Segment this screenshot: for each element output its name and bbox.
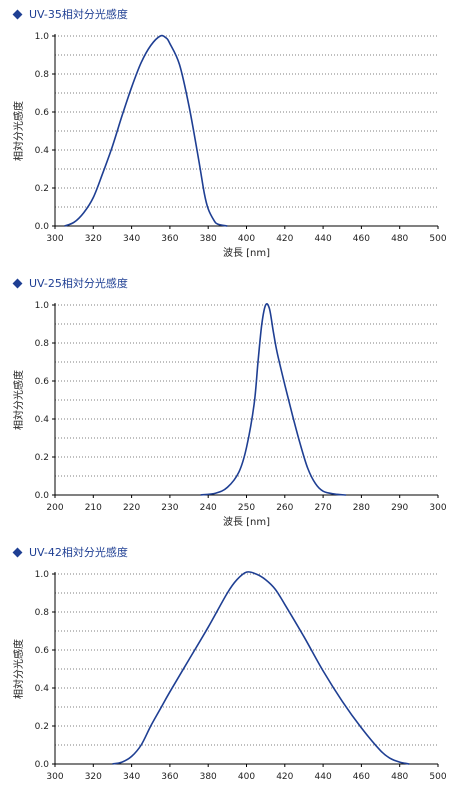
y-tick-label: 1.0 — [35, 301, 50, 311]
x-tick-label: 300 — [46, 772, 63, 782]
x-tick-label: 360 — [161, 234, 178, 244]
x-tick-label: 210 — [85, 503, 102, 513]
y-tick-label: 0.4 — [35, 684, 50, 694]
series-line — [200, 303, 347, 496]
x-tick-label: 300 — [46, 234, 63, 244]
x-tick-label: 500 — [429, 234, 446, 244]
x-tick-label: 500 — [429, 772, 446, 782]
x-tick-label: 250 — [238, 503, 255, 513]
chart-uv35: 0.0 0.2 0.4 0.6 0.8 1.0 300 320 340 360 380 400 420 4… — [12, 32, 447, 259]
series-line — [112, 571, 410, 765]
x-tick-label: 480 — [391, 772, 408, 782]
x-tick-label: 420 — [276, 234, 293, 244]
y-tick-label: 0.8 — [35, 70, 50, 80]
panel-title: UV-42相対分光感度 — [12, 544, 128, 560]
y-tick-label: 0.2 — [35, 722, 49, 732]
x-tick-label: 420 — [276, 772, 293, 782]
x-tick-label: 360 — [161, 772, 178, 782]
panel-title: UV-25相対分光感度 — [12, 275, 128, 291]
x-axis-label: 波長 [nm] — [223, 515, 270, 528]
x-tick-label: 230 — [161, 503, 178, 513]
y-tick-label: 1.0 — [35, 570, 50, 580]
y-tick-label: 0.6 — [35, 108, 50, 118]
y-axis-label: 相対分光感度 — [12, 370, 25, 430]
chart-title: UV-25相対分光感度 — [29, 277, 128, 290]
y-tick-label: 0.6 — [35, 377, 50, 387]
y-axis-label: 相対分光感度 — [12, 639, 25, 699]
y-tick-label: 0.0 — [35, 222, 50, 232]
y-tick-label: 0.2 — [35, 453, 49, 463]
x-tick-label: 200 — [46, 503, 63, 513]
x-tick-label: 260 — [276, 503, 293, 513]
x-tick-label: 380 — [200, 234, 217, 244]
x-tick-label: 340 — [123, 234, 140, 244]
x-tick-label: 270 — [315, 503, 332, 513]
y-tick-label: 0.0 — [35, 491, 50, 501]
x-tick-label: 440 — [315, 234, 332, 244]
chart-title: UV-35相対分光感度 — [29, 8, 128, 21]
x-tick-label: 220 — [123, 503, 140, 513]
x-tick-label: 280 — [353, 503, 370, 513]
y-tick-label: 0.0 — [35, 760, 50, 770]
x-tick-label: 480 — [391, 234, 408, 244]
chart-title: UV-42相対分光感度 — [29, 546, 128, 559]
x-tick-label: 290 — [391, 503, 408, 513]
chart-panel-uv42: UV-42相対分光感度 0.0 0.2 0.4 0.6 0.8 1.0 300 320 340 3… — [0, 544, 466, 784]
x-tick-label: 320 — [85, 772, 102, 782]
x-tick-label: 400 — [238, 772, 255, 782]
y-tick-label: 0.8 — [35, 608, 50, 618]
series-line — [64, 34, 228, 227]
y-tick-label: 1.0 — [35, 32, 50, 42]
y-tick-label: 0.2 — [35, 184, 49, 194]
x-tick-label: 340 — [123, 772, 140, 782]
y-axis-label: 相対分光感度 — [12, 101, 25, 161]
x-tick-label: 320 — [85, 234, 102, 244]
x-tick-label: 380 — [200, 772, 217, 782]
panel-title: UV-35相対分光感度 — [12, 6, 128, 22]
y-tick-label: 0.4 — [35, 146, 50, 156]
x-tick-label: 460 — [353, 234, 370, 244]
x-tick-label: 400 — [238, 234, 255, 244]
y-tick-label: 0.8 — [35, 339, 50, 349]
chart-uv42: 0.0 0.2 0.4 0.6 0.8 1.0 300 320 340 360 380 400 420 4… — [12, 570, 447, 782]
x-axis-label: 波長 [nm] — [223, 246, 270, 259]
x-tick-label: 240 — [200, 503, 217, 513]
chart-uv25: 0.0 0.2 0.4 0.6 0.8 1.0 200 210 220 230 240 250 260 2… — [12, 301, 447, 528]
chart-panel-uv25: UV-25相対分光感度 0.0 0.2 0.4 0.6 0.8 1.0 200 210 220 2… — [0, 275, 466, 533]
x-tick-label: 460 — [353, 772, 370, 782]
y-tick-label: 0.6 — [35, 646, 50, 656]
x-tick-label: 440 — [315, 772, 332, 782]
y-tick-label: 0.4 — [35, 415, 50, 425]
chart-panel-uv35: UV-35相対分光感度 0.0 0.2 0.4 0.6 0.8 1.0 300 320 340 3… — [0, 6, 466, 264]
x-tick-label: 300 — [429, 503, 446, 513]
